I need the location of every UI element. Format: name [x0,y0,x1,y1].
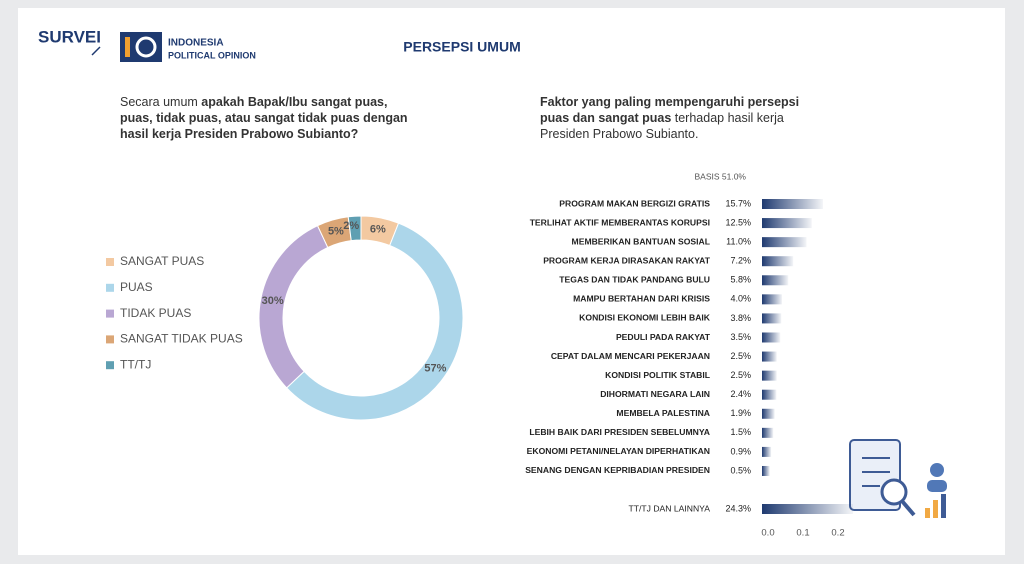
data-label: 2.4% [730,389,751,399]
magnifier [900,499,916,517]
bar [762,256,794,267]
category-label: SENANG DENGAN KEPRIBADIAN PRESIDEN [525,465,710,475]
legend-label: TT/TJ [120,357,151,371]
question-text: apakah Bapak/Ibu sangat puas, puas, tida… [120,95,408,141]
question: Secara umum apakah Bapak/Ibu sangat puas… [120,94,410,142]
logo [125,37,130,57]
legend-marker [106,258,114,266]
data-label: 7.2% [730,256,751,266]
x-tick-label: 0.0 [761,528,774,539]
bar [762,504,854,514]
bar [762,218,812,229]
donut-slice [347,215,362,242]
bar [762,237,807,248]
question-text: terhadap hasil kerja Presiden Prabowo Su… [540,111,784,141]
page-title: PERSEPSI UMUM [403,39,520,55]
data-label: 1.9% [730,408,751,418]
category-label: TERLIHAT AKTIF MEMBERANTAS KORUPSI [530,217,710,227]
question-text: Faktor yang paling mempengaruhi persepsi… [540,95,800,125]
category-label: MEMBELA PALESTINA [616,408,710,418]
slide [18,8,1005,555]
category-label: MEMBERIKAN BANTUAN SOSIAL [572,236,710,246]
category-label: TT/TJ DAN LAINNYA [629,503,711,513]
data-label: 2.5% [730,370,751,380]
logo [135,36,157,58]
question-text: Secara umum [120,95,202,109]
bar [762,370,777,381]
data-label: 15.7% [725,198,751,208]
magnifier [880,478,908,506]
data-label: 3.5% [730,332,751,342]
category-label: DIHORMATI NEGARA LAIN [600,389,710,399]
category-label: PEDULI PADA RAKYAT [616,332,711,342]
legend-label: TIDAK PUAS [120,306,191,320]
category-label: TEGAS DAN TIDAK PANDANG BULU [559,275,710,285]
category-label: KONDISI POLITIK STABIL [605,370,710,380]
bar [762,427,774,438]
data-label: 2% [343,220,359,232]
category-label: LEBIH BAIK DARI PRESIDEN SEBELUMNYA [529,427,710,437]
data-label: 0.9% [730,446,751,456]
data-label: 11.0% [726,237,751,247]
legend-marker [106,361,114,370]
x-tick-label: 0.1 [796,528,809,539]
donut-slice [285,222,464,421]
data-label: 30% [262,295,284,307]
legend-label: PUAS [120,280,153,294]
question: Faktor yang paling mempengaruhi persepsi… [540,94,800,142]
data-label: 4.0% [730,294,751,304]
bar [762,275,789,286]
category-label: MAMPU BERTAHAN DARI KRISIS [573,294,710,304]
basis: BASIS 51.0% [694,171,746,181]
legend-label: SANGAT PUAS [120,254,204,268]
logo-mark [91,46,101,56]
category-label: CEPAT DALAM MENCARI PEKERJAAN [551,351,710,361]
category-label: EKONOMI PETANI/NELAYAN DIPERHATIKAN [527,446,710,456]
bar [762,351,777,362]
data-label: 6% [370,224,386,236]
data-label: 3.8% [730,313,751,323]
bar [762,408,775,419]
data-label: 0.5% [730,465,751,475]
data-label: 5.8% [730,275,751,285]
data-label: 2.5% [730,351,751,361]
legend-label: SANGAT TIDAK PUAS [120,332,243,346]
data-label: 12.5% [725,217,751,227]
illustration [849,439,947,518]
category-label: PROGRAM KERJA DIRASAKAN RAKYAT [543,255,711,265]
legend-marker [106,309,114,318]
bar [762,446,772,457]
person [927,480,947,492]
category-label: PROGRAM MAKAN BERGIZI GRATIS [559,198,710,208]
bar-icon [933,500,938,518]
legend-marker [106,335,114,344]
bar [762,389,777,400]
data-label: 1.5% [730,427,751,437]
org-name: INDONESIA [168,38,224,49]
category-label: KONDISI EKONOMI LEBIH BAIK [579,313,711,323]
bar-icon [941,494,946,518]
bar [762,313,782,324]
data-label: 24.3% [725,503,751,513]
org-name: POLITICAL OPINION [168,50,256,60]
bar [762,332,781,343]
data-label: 57% [424,362,446,374]
data-label: 5% [328,225,344,237]
brand: SURVEI [38,27,101,46]
legend-marker [106,283,114,292]
bar [762,465,770,476]
bar-icon [925,508,930,518]
bar [762,199,823,209]
bar [762,294,782,305]
x-tick-label: 0.2 [831,528,844,539]
person [930,463,944,477]
